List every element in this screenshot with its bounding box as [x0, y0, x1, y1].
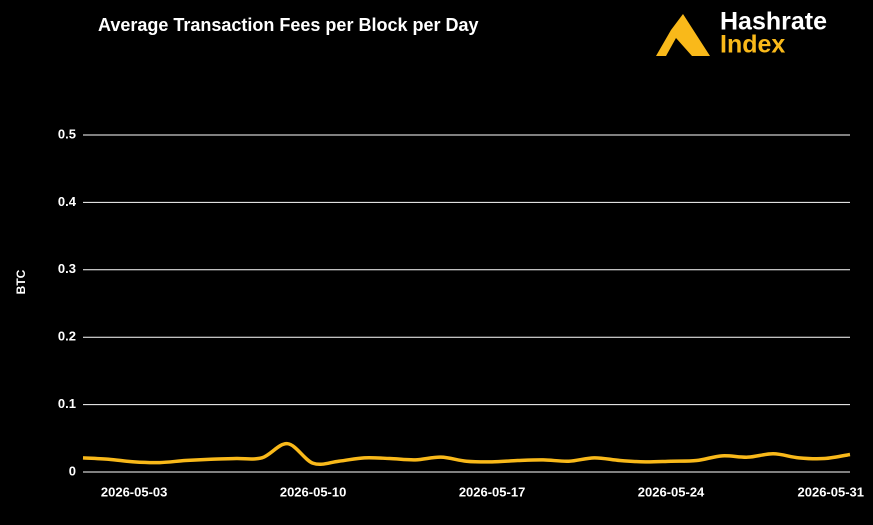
y-tick-label: 0.2 [58, 329, 76, 344]
x-tick-label: 2026-05-24 [638, 484, 705, 499]
x-tick-label: 2026-05-10 [280, 484, 347, 499]
logo-icon [656, 14, 710, 56]
x-tick-label: 2026-05-03 [101, 484, 168, 499]
chart-title: Average Transaction Fees per Block per D… [98, 15, 479, 35]
y-tick-label: 0.3 [58, 261, 76, 276]
y-tick-label: 0 [69, 463, 76, 478]
y-tick-label: 0.1 [58, 396, 76, 411]
x-tick-label: 2026-05-31 [798, 484, 865, 499]
logo-text: Hashrate [720, 8, 827, 36]
logo: Hashrate Index [656, 8, 827, 59]
y-axis-label: BTC [14, 269, 28, 294]
data-line [82, 441, 851, 467]
y-tick-label: 0.5 [58, 126, 76, 141]
x-tick-label: 2026-05-17 [459, 484, 526, 499]
y-tick-label: 0.4 [58, 194, 77, 209]
logo-text: Index [720, 31, 785, 59]
